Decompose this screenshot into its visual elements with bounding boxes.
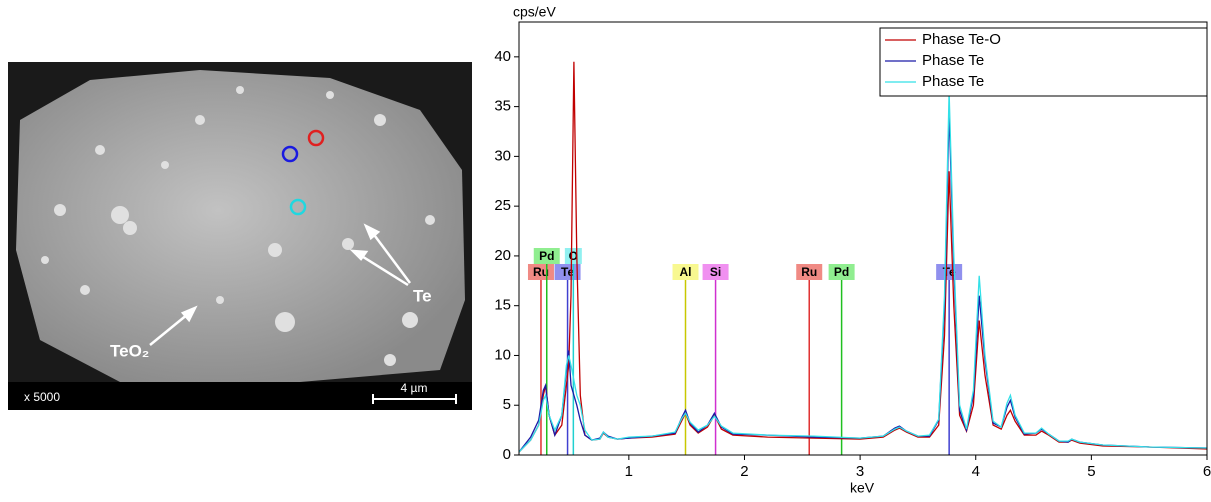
series-line (518, 111, 1208, 453)
legend-label: Phase Te (922, 52, 984, 69)
x-tick-label: 2 (740, 463, 748, 480)
x-tick-label: 5 (1087, 463, 1095, 480)
element-label-box (796, 264, 823, 280)
element-label-box (828, 264, 855, 280)
element-label-box (702, 264, 729, 280)
sem-particle (16, 70, 465, 382)
y-tick-label: 35 (494, 98, 511, 115)
series-line (518, 61, 1208, 453)
element-label: Ru (533, 265, 549, 279)
element-label: Pd (834, 265, 849, 279)
element-label: O (569, 249, 578, 263)
marker-cyan (289, 198, 307, 216)
y-tick-label: 0 (503, 446, 511, 463)
element-label: Si (710, 265, 721, 279)
element-label-box (533, 248, 560, 264)
element-label: Te (561, 265, 574, 279)
teo2-label: TeO₂ (110, 341, 149, 360)
y-tick-label: 25 (494, 197, 511, 214)
sem-image: Te TeO₂ x 5000 4 µm (8, 62, 472, 410)
element-label: Al (680, 265, 692, 279)
legend-label: Phase Te (922, 73, 984, 90)
x-tick-label: 4 (972, 463, 980, 480)
marker-blue (281, 145, 299, 163)
series-line (518, 91, 1208, 453)
scale-bar-label: 4 µm (401, 381, 428, 395)
info-bar (8, 382, 472, 410)
spectrum-chart: cps/eV keV 0 5 10 15 20 25 30 35 40 1 2 3 4 5 6 Ru Pd Te O… (494, 4, 1211, 496)
y-tick-label: 30 (494, 147, 511, 164)
scale-bar (372, 394, 457, 404)
element-label-box (564, 248, 582, 264)
arrows (149, 223, 412, 346)
x-axis-label: keV (850, 480, 875, 496)
element-label: Ru (801, 265, 817, 279)
plot-frame (518, 21, 1208, 456)
y-tick-label: 5 (503, 396, 511, 413)
legend-box (879, 27, 1208, 97)
y-axis-label: cps/eV (513, 4, 556, 20)
element-label: Pd (539, 249, 554, 263)
x-tick-label: 6 (1203, 463, 1211, 480)
sem-spheres (41, 86, 435, 366)
y-tick-label: 40 (494, 48, 511, 65)
element-label-box (672, 264, 699, 280)
x-tick-label: 3 (856, 463, 864, 480)
legend-label: Phase Te-O (922, 31, 1001, 48)
y-tick-label: 10 (494, 346, 511, 363)
y-tick-label: 15 (494, 297, 511, 314)
te-label: Te (413, 286, 432, 305)
x-tick-label: 1 (625, 463, 633, 480)
y-tick-label: 20 (494, 247, 511, 264)
marker-red (307, 129, 325, 147)
magnification: x 5000 (24, 390, 60, 404)
element-label-box (936, 264, 963, 280)
